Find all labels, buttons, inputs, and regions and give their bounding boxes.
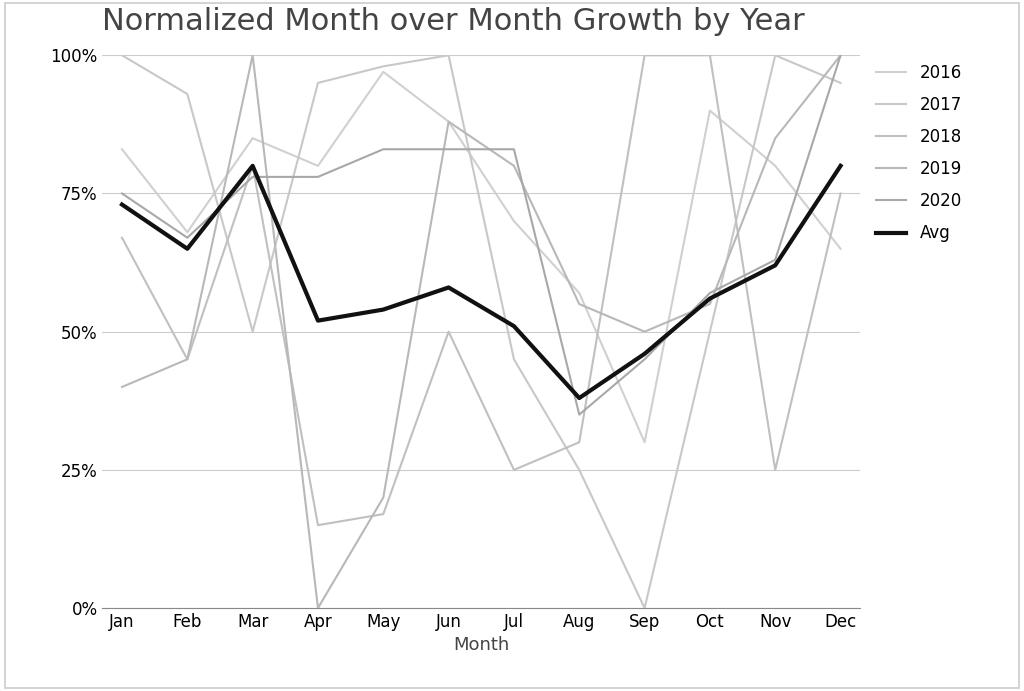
2019	[638, 328, 650, 336]
2016	[116, 145, 128, 153]
2020	[638, 355, 650, 363]
2019	[573, 300, 586, 308]
2018	[769, 466, 781, 474]
2017	[769, 51, 781, 59]
Line: 2016: 2016	[122, 72, 841, 442]
2019	[442, 117, 455, 126]
2018	[442, 328, 455, 336]
2018	[312, 521, 325, 529]
2019	[116, 383, 128, 391]
2016	[835, 245, 847, 253]
2016	[312, 162, 325, 170]
2019	[377, 493, 389, 502]
2018	[247, 162, 259, 170]
2017	[312, 79, 325, 87]
Avg	[377, 305, 389, 314]
2017	[116, 51, 128, 59]
2018	[181, 355, 194, 363]
2016	[769, 162, 781, 170]
Avg	[442, 283, 455, 292]
2020	[508, 145, 520, 153]
Line: 2017: 2017	[122, 55, 841, 608]
Legend: 2016, 2017, 2018, 2019, 2020, Avg: 2016, 2017, 2018, 2019, 2020, Avg	[877, 64, 962, 243]
Avg	[116, 200, 128, 209]
2017	[703, 328, 716, 336]
Text: Normalized Month over Month Growth by Year: Normalized Month over Month Growth by Ye…	[102, 8, 805, 37]
Avg	[312, 316, 325, 325]
2020	[116, 189, 128, 198]
2020	[835, 51, 847, 59]
2018	[703, 51, 716, 59]
2016	[181, 228, 194, 236]
2017	[181, 90, 194, 98]
2020	[703, 289, 716, 297]
2019	[835, 51, 847, 59]
2020	[312, 173, 325, 181]
Line: 2020: 2020	[122, 55, 841, 415]
2018	[835, 189, 847, 198]
Avg	[573, 394, 586, 402]
2018	[116, 234, 128, 242]
2016	[508, 217, 520, 225]
2020	[181, 234, 194, 242]
2017	[508, 355, 520, 363]
2020	[769, 256, 781, 264]
2016	[638, 438, 650, 446]
2016	[247, 134, 259, 142]
2016	[377, 68, 389, 76]
2017	[638, 604, 650, 612]
Avg	[835, 162, 847, 170]
Line: 2019: 2019	[122, 55, 841, 608]
Avg	[703, 294, 716, 303]
Avg	[769, 261, 781, 269]
Avg	[638, 350, 650, 358]
Line: 2018: 2018	[122, 55, 841, 525]
2019	[703, 300, 716, 308]
2019	[508, 162, 520, 170]
2018	[508, 466, 520, 474]
2019	[181, 355, 194, 363]
2018	[573, 438, 586, 446]
2016	[573, 289, 586, 297]
2017	[573, 466, 586, 474]
2020	[247, 173, 259, 181]
2018	[377, 510, 389, 518]
2017	[377, 62, 389, 70]
Avg	[247, 162, 259, 170]
2017	[247, 328, 259, 336]
Avg	[181, 245, 194, 253]
2020	[442, 145, 455, 153]
2018	[638, 51, 650, 59]
2016	[442, 117, 455, 126]
2019	[312, 604, 325, 612]
2020	[377, 145, 389, 153]
Line: Avg: Avg	[122, 166, 841, 398]
2019	[769, 134, 781, 142]
2019	[247, 51, 259, 59]
Avg	[508, 322, 520, 330]
2020	[573, 410, 586, 419]
2016	[703, 106, 716, 115]
2017	[442, 51, 455, 59]
X-axis label: Month: Month	[454, 636, 509, 654]
2017	[835, 79, 847, 87]
